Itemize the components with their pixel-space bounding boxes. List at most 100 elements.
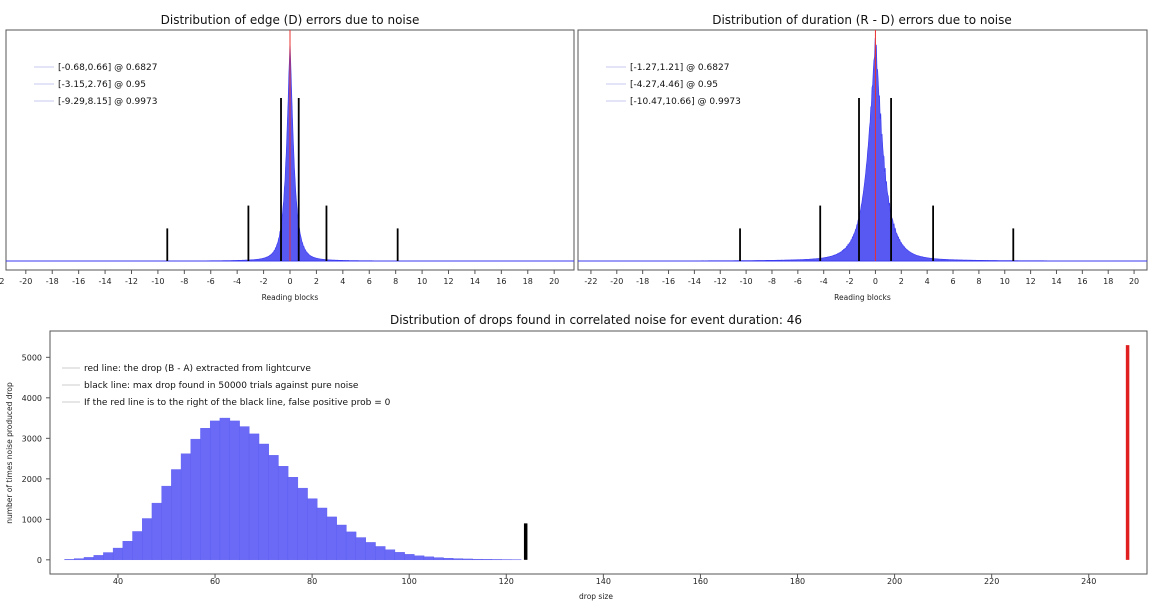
x-tick-label: 2	[899, 277, 904, 286]
histogram-bar	[307, 498, 318, 561]
histogram-bar	[442, 558, 454, 561]
plot-frame	[49, 330, 1148, 575]
histogram-bar	[277, 466, 289, 561]
legend-item-1: [-3.15,2.76] @ 0.95	[58, 80, 146, 90]
histogram-bar	[384, 549, 396, 561]
x-tick-label: 200	[887, 577, 902, 586]
x-tick-label: 220	[984, 577, 999, 586]
x-tick-label: -16	[662, 277, 675, 286]
x-tick-label: -12	[125, 277, 138, 286]
y-tick-label: 0	[37, 556, 42, 565]
histogram-bar	[287, 477, 299, 561]
chart-title: Distribution of duration (R - D) errors …	[712, 13, 1012, 27]
x-tick-label: 4	[925, 277, 930, 286]
histogram-bar	[132, 531, 143, 561]
histogram-bar	[180, 453, 192, 561]
legend-item-1: [-4.27,4.46] @ 0.95	[630, 80, 718, 90]
histogram-bar	[103, 552, 114, 561]
panel-2: Distribution of drops found in correlate…	[5, 313, 1148, 601]
histogram-bar	[404, 554, 415, 561]
x-tick-label: 22	[0, 277, 4, 286]
histogram-area	[577, 37, 1148, 262]
x-tick-label: 14	[470, 277, 480, 286]
y-axis-label: number of times noise produced drop	[5, 382, 14, 524]
x-tick-label: 12	[1026, 277, 1036, 286]
x-tick-label: -14	[688, 277, 701, 286]
histogram-bar	[122, 540, 134, 561]
panel-0: Distribution of edge (D) errors due to n…	[0, 13, 575, 302]
histogram-bar	[413, 555, 425, 561]
histogram-bar	[472, 558, 483, 561]
legend-item-0: [-1.27,1.21] @ 0.6827	[630, 63, 729, 73]
y-tick-label: 4000	[22, 394, 42, 403]
x-tick-label: 2	[314, 277, 319, 286]
x-axis-label: drop size	[579, 592, 613, 601]
histogram-bar	[74, 558, 85, 561]
x-tick-label: 4	[340, 277, 345, 286]
x-tick-label: 20	[1129, 277, 1139, 286]
histogram-bar	[112, 547, 124, 561]
histogram-bar	[93, 555, 104, 561]
x-tick-label: 16	[496, 277, 506, 286]
x-tick-label: 20	[549, 277, 559, 286]
histogram-bar	[316, 507, 328, 561]
x-tick-label: 12	[443, 277, 453, 286]
x-tick-label: -14	[99, 277, 112, 286]
histogram-bar	[258, 443, 269, 561]
x-axis-label: Reading blocks	[834, 293, 891, 302]
histogram-bar	[200, 428, 211, 561]
y-tick-label: 2000	[22, 475, 42, 484]
x-tick-label: 6	[367, 277, 372, 286]
histogram-bar	[336, 524, 347, 561]
x-tick-label: 18	[523, 277, 533, 286]
x-tick-label: -16	[72, 277, 85, 286]
x-tick-label: 60	[210, 577, 220, 586]
histogram-bar	[219, 417, 231, 561]
x-tick-label: 8	[393, 277, 398, 286]
histogram-bar	[229, 420, 240, 561]
x-tick-label: 140	[596, 577, 611, 586]
x-tick-label: 40	[113, 577, 123, 586]
x-tick-label: 18	[1103, 277, 1113, 286]
histogram-bar	[326, 516, 337, 561]
histogram-bar	[375, 546, 386, 561]
legend-item-0: red line: the drop (B - A) extracted fro…	[84, 364, 311, 374]
histogram-bar	[209, 420, 221, 561]
x-tick-label: -12	[714, 277, 727, 286]
histogram-bar	[151, 502, 163, 561]
histogram-bar	[161, 485, 172, 561]
histogram-bar	[83, 557, 95, 561]
x-tick-label: -6	[207, 277, 215, 286]
x-axis-label: Reading blocks	[262, 293, 319, 302]
legend-item-2: If the red line is to the right of the b…	[84, 398, 391, 408]
x-tick-label: 80	[307, 577, 317, 586]
legend-item-1: black line: max drop found in 50000 tria…	[84, 381, 359, 391]
x-tick-label: -18	[46, 277, 59, 286]
histogram-bar	[190, 438, 201, 561]
histogram-bar	[355, 537, 367, 561]
histogram-bar	[394, 552, 405, 561]
x-tick-label: 0	[873, 277, 878, 286]
x-tick-label: -4	[233, 277, 241, 286]
histogram-bar	[423, 556, 434, 561]
x-tick-label: 160	[693, 577, 708, 586]
legend-item-0: [-0.68,0.66] @ 0.6827	[58, 63, 157, 73]
histogram-bar	[239, 426, 250, 561]
panel-1: Distribution of duration (R - D) errors …	[577, 13, 1148, 302]
x-tick-label: -8	[180, 277, 188, 286]
histogram-bar	[248, 433, 260, 561]
histogram-bar	[142, 518, 153, 561]
histogram-bar	[462, 558, 473, 561]
x-tick-label: -8	[768, 277, 776, 286]
x-tick-label: -20	[19, 277, 32, 286]
chart-title: Distribution of edge (D) errors due to n…	[161, 13, 420, 27]
x-tick-label: 120	[499, 577, 514, 586]
x-tick-label: -22	[584, 277, 597, 286]
histogram-bar	[433, 557, 444, 561]
histogram-bar	[345, 531, 357, 561]
x-tick-label: 6	[950, 277, 955, 286]
histogram-bar	[171, 469, 182, 561]
y-tick-label: 1000	[22, 515, 42, 524]
x-tick-label: -2	[260, 277, 268, 286]
